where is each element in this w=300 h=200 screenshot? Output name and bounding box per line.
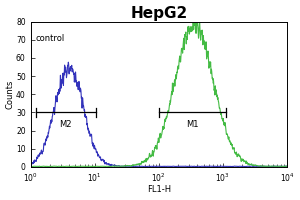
Text: M2: M2 bbox=[60, 120, 72, 129]
X-axis label: FL1-H: FL1-H bbox=[147, 185, 171, 194]
Text: M1: M1 bbox=[186, 120, 199, 129]
Title: HepG2: HepG2 bbox=[130, 6, 188, 21]
Text: control: control bbox=[36, 34, 65, 43]
Y-axis label: Counts: Counts bbox=[6, 80, 15, 109]
